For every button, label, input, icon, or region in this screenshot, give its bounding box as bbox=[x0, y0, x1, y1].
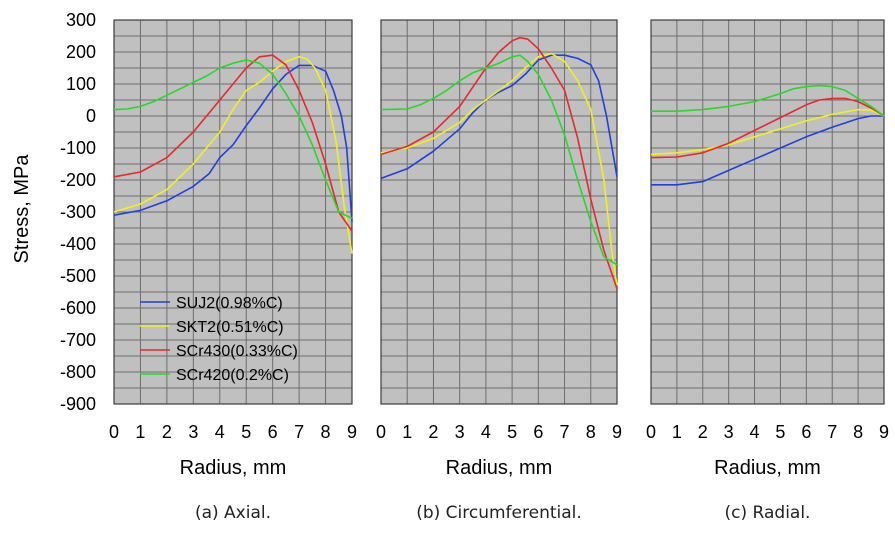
x-tick-label: 3 bbox=[188, 422, 198, 442]
x-tick-label: 6 bbox=[801, 422, 811, 442]
y-tick-label: -300 bbox=[60, 202, 96, 222]
x-tick-label: 4 bbox=[750, 422, 760, 442]
legend: SUJ2(0.98%C) SKT2(0.51%C) SCr430(0.33%C) SC… bbox=[140, 295, 298, 384]
y-tick-label: -800 bbox=[60, 362, 96, 382]
x-tick-label: 7 bbox=[294, 422, 304, 442]
panel-caption: (c) Radial. bbox=[725, 503, 811, 523]
series-line bbox=[113, 59, 353, 220]
y-tick-label: -100 bbox=[60, 138, 96, 158]
x-tick-label: 1 bbox=[135, 422, 145, 442]
panel-circumferential: 0 1 2 3 4 5 6 7 8 9 Radius, mm (b) Circumferential. bbox=[376, 19, 622, 523]
x-tick-label: 9 bbox=[347, 422, 357, 442]
x-tick-label: 8 bbox=[586, 422, 596, 442]
y-tick-label: -500 bbox=[60, 266, 96, 286]
x-axis-label: Radius, mm bbox=[446, 457, 553, 479]
y-tick-label: -600 bbox=[60, 298, 96, 318]
panel-axial: 0 1 2 3 4 5 6 7 8 9 Radius, mm (a) Axial. bbox=[109, 19, 357, 523]
y-tick-label: 0 bbox=[86, 106, 96, 126]
x-tick-label: 2 bbox=[698, 422, 708, 442]
y-tick-label: -700 bbox=[60, 330, 96, 350]
legend-label: SKT2(0.51%C) bbox=[176, 319, 284, 336]
x-tick-label: 0 bbox=[376, 422, 386, 442]
panel-caption: (a) Axial. bbox=[195, 503, 271, 523]
y-axis-label: Stress, MPa bbox=[11, 154, 33, 264]
x-tick-label: 3 bbox=[455, 422, 465, 442]
x-tick-label: 1 bbox=[402, 422, 412, 442]
series-line bbox=[113, 55, 353, 254]
grid bbox=[650, 19, 885, 405]
y-tick-label: 100 bbox=[66, 74, 96, 94]
x-tick-label: 2 bbox=[162, 422, 172, 442]
y-tick-label: -400 bbox=[60, 234, 96, 254]
x-tick-label: 4 bbox=[215, 422, 225, 442]
series-line bbox=[380, 54, 618, 180]
x-tick-label: 3 bbox=[724, 422, 734, 442]
x-tick-label: 8 bbox=[853, 422, 863, 442]
x-tick-label: 5 bbox=[507, 422, 517, 442]
legend-label: SUJ2(0.98%C) bbox=[176, 295, 283, 312]
x-tick-label: 7 bbox=[827, 422, 837, 442]
x-tick-label: 0 bbox=[109, 422, 119, 442]
x-tick-label: 6 bbox=[533, 422, 543, 442]
x-tick-label: 5 bbox=[775, 422, 785, 442]
x-tick-label: 4 bbox=[481, 422, 491, 442]
plot-frame bbox=[380, 19, 618, 405]
x-tick-label: 0 bbox=[646, 422, 656, 442]
series-line bbox=[113, 64, 353, 222]
x-axis-label: Radius, mm bbox=[180, 457, 287, 479]
legend-label: SCr420(0.2%C) bbox=[176, 367, 289, 384]
series-line bbox=[650, 97, 885, 159]
y-tick-label: 300 bbox=[66, 10, 96, 30]
series-line bbox=[651, 84, 885, 117]
x-tick-label: 9 bbox=[879, 422, 889, 442]
y-tick-label: 200 bbox=[66, 42, 96, 62]
x-tick-label: 6 bbox=[268, 422, 278, 442]
series-line bbox=[380, 36, 618, 290]
x-tick-label: 9 bbox=[612, 422, 622, 442]
series-line bbox=[651, 115, 884, 186]
plot-frame bbox=[650, 19, 885, 405]
series-line bbox=[650, 108, 885, 156]
x-tick-label: 5 bbox=[241, 422, 251, 442]
series-line bbox=[380, 52, 618, 286]
legend-label: SCr430(0.33%C) bbox=[176, 343, 298, 360]
x-tick-label: 2 bbox=[428, 422, 438, 442]
y-tick-label: -200 bbox=[60, 170, 96, 190]
panel-caption: (b) Circumferential. bbox=[416, 503, 582, 523]
x-tick-label: 7 bbox=[560, 422, 570, 442]
x-tick-label: 8 bbox=[321, 422, 331, 442]
y-tick-label: -900 bbox=[60, 394, 96, 414]
x-tick-label: 1 bbox=[672, 422, 682, 442]
x-axis-label: Radius, mm bbox=[714, 457, 821, 479]
series-line bbox=[380, 54, 618, 266]
panel-radial: 0 1 2 3 4 5 6 7 8 9 Radius, mm (c) Radial. bbox=[646, 19, 889, 523]
y-axis: 300 200 100 0 -100 -200 -300 -400 -500 -600 -700 -8… bbox=[60, 10, 96, 414]
